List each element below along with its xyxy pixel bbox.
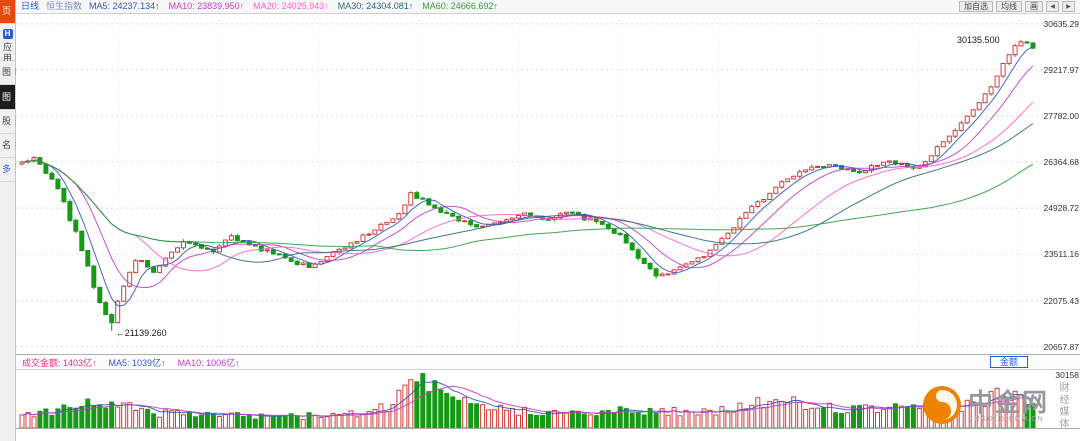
topbar-actions: 加自选均线画◀▶ (959, 1, 1075, 12)
app-h-icon: H (3, 29, 13, 39)
topbar: 日线 恒生指数 MA5: 24237.134↑MA10: 23839.950↑M… (16, 0, 1080, 14)
volume-chart-canvas[interactable] (16, 370, 1080, 430)
high-annotation: 30135.500 (957, 35, 1000, 45)
price-axis-label: 30635.29 (1044, 20, 1079, 29)
volume-ma5-label: MA5: 1039亿↑ (109, 356, 166, 369)
amount-unit-button[interactable]: 金额 (990, 356, 1028, 368)
ma-label-MA5: MA5: 24237.134↑ (89, 0, 160, 13)
price-axis-label: 29217.97 (1044, 66, 1079, 75)
turnover-label: 成交金额: 1403亿↑ (22, 356, 97, 369)
sidebar: 首页H应用分时图K线图自选股综合排名更多 (0, 0, 16, 441)
volume-header: 成交金额: 1403亿↑ MA5: 1039亿↑ MA10: 1006亿↑ 金额 (16, 355, 1080, 370)
ma-label-MA20: MA20: 24025.943↑ (253, 0, 329, 13)
sidebar-item-2[interactable]: 分时图 (0, 61, 15, 85)
sidebar-item-5[interactable]: 综合排名 (0, 134, 15, 158)
price-axis-label: 24928.72 (1044, 204, 1079, 213)
price-axis-label: 27782.00 (1044, 112, 1079, 121)
app-window: 首页H应用分时图K线图自选股综合排名更多 日线 恒生指数 MA5: 24237.… (0, 0, 1080, 441)
sidebar-item-0[interactable]: 首页 (0, 0, 15, 24)
low-annotation: ←21139.260 (116, 328, 167, 338)
sidebar-item-1[interactable]: H应用 (0, 24, 15, 61)
pan-left-icon[interactable]: ◀ (1046, 1, 1059, 12)
sidebar-item-6[interactable]: 更多 (0, 158, 15, 182)
pan-right-icon[interactable]: ▶ (1062, 1, 1075, 12)
candlestick-chart[interactable]: 30635.29 29217.97 27782.00 26364.68 24928.72… (16, 14, 1080, 355)
price-axis-label: 22075.43 (1044, 297, 1079, 306)
ma-label-MA30: MA30: 24304.081↑ (338, 0, 414, 13)
symbol-label[interactable]: 恒生指数 (46, 0, 82, 13)
topbar-button-0[interactable]: 加自选 (959, 1, 993, 12)
ma-label-MA60: MA60: 24666.692↑ (422, 0, 498, 13)
period-label[interactable]: 日线 (21, 0, 39, 13)
volume-chart[interactable]: 30158 (16, 370, 1080, 430)
price-chart-canvas[interactable] (16, 14, 1080, 355)
bottom-strip (16, 430, 1080, 441)
sidebar-item-3[interactable]: K线图 (0, 85, 15, 110)
topbar-button-2[interactable]: 画 (1025, 1, 1043, 12)
ma-label-MA10: MA10: 23839.950↑ (169, 0, 245, 13)
price-axis-label: 26364.68 (1044, 158, 1079, 167)
price-axis-label: 20657.87 (1044, 343, 1079, 352)
price-axis-label: 23511.16 (1044, 250, 1079, 259)
topbar-button-1[interactable]: 均线 (996, 1, 1022, 12)
ma-legend: MA5: 24237.134↑ MA10: 23839.950↑ MA20: 240… (89, 0, 498, 13)
volume-ma10-label: MA10: 1006亿↑ (178, 356, 240, 369)
volume-axis-label: 30158 (1055, 370, 1079, 380)
sidebar-item-4[interactable]: 自选股 (0, 110, 15, 134)
